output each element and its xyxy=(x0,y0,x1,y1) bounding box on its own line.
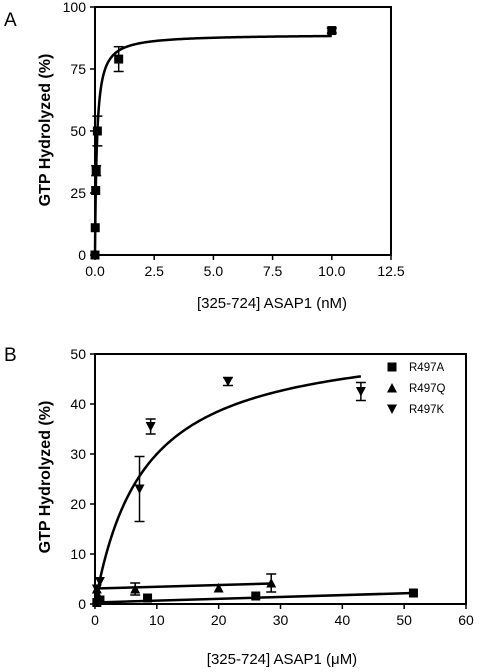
panel-b-x-axis-label: [325-724] ASAP1 (μM) xyxy=(207,651,357,668)
panel-b: B [325-724] ASAP1 (μM) GTP Hydrolyzed (%… xyxy=(4,345,474,668)
panel-a-series-point xyxy=(90,250,100,260)
panel-a-x-tick-label: 2.5 xyxy=(144,263,164,279)
panel-b-letter: B xyxy=(4,345,17,366)
panel-a-series-point xyxy=(91,186,101,196)
panel-b-legend-label-r497a: R497A xyxy=(409,362,444,374)
panel-a-y-tick-label: 50 xyxy=(70,123,86,139)
panel-b-x-tick-label: 30 xyxy=(273,612,289,628)
panel-b-x-tick-label: 50 xyxy=(396,612,412,628)
panel-a-series-point xyxy=(327,26,337,36)
panel-a-series-point xyxy=(90,223,100,233)
panel-b-r497a-point xyxy=(143,593,153,603)
panel-a-x-tick-label: 10.0 xyxy=(318,263,345,279)
panel-b-legend-marker-r497a xyxy=(387,362,397,372)
panel-b-x-tick-label: 60 xyxy=(458,612,474,628)
panel-a-series-point xyxy=(91,166,101,176)
panel-b-x-tick-label: 40 xyxy=(335,612,351,628)
panel-a-x-tick-label: 7.5 xyxy=(263,263,283,279)
panel-b-y-tick-label: 50 xyxy=(70,346,86,362)
panel-b-r497k-point xyxy=(134,484,145,494)
panel-a-series-point xyxy=(92,126,102,136)
panel-b-legend-label-r497q: R497Q xyxy=(409,383,445,395)
panel-b-y-tick-label: 20 xyxy=(70,496,86,512)
panel-b-r497q-point xyxy=(266,578,277,588)
panel-b-x-tick-label: 10 xyxy=(149,612,165,628)
panel-a-x-tick-label: 0.0 xyxy=(85,263,105,279)
panel-b-y-tick-label: 10 xyxy=(70,546,86,562)
panel-b-r497q-fit-curve xyxy=(94,582,272,590)
panel-a-y-tick-label: 100 xyxy=(63,0,87,15)
panel-b-r497q-point xyxy=(130,584,141,594)
panel-b-r497q-point xyxy=(213,583,224,593)
panel-a-x-tick-label: 5.0 xyxy=(204,263,224,279)
panel-b-legend-marker-r497k xyxy=(387,404,397,414)
panel-b-y-tick-label: 30 xyxy=(70,446,86,462)
panel-b-r497k-point xyxy=(222,377,233,387)
panel-b-legend-marker-r497q xyxy=(387,383,397,393)
panel-a-letter: A xyxy=(4,10,17,31)
panel-b-x-tick-label: 0 xyxy=(91,612,99,628)
panel-b-r497k-point xyxy=(145,422,156,432)
panel-b-r497a-point xyxy=(251,591,261,601)
panel-a-y-tick-label: 25 xyxy=(70,185,86,201)
panel-b-legend-label-r497k: R497K xyxy=(409,404,444,416)
panel-a-y-tick-label: 0 xyxy=(78,247,86,263)
panel-a-series-point xyxy=(114,54,124,64)
panel-a-x-axis-label: [325-724] ASAP1 (nM) xyxy=(197,295,347,312)
panel-a: A [325-724] ASAP1 (nM) GTP Hydrolyzed (%… xyxy=(4,0,405,312)
panel-b-r497a-point xyxy=(408,588,418,598)
panel-b-r497k-point xyxy=(91,584,102,594)
panel-b-r497k-point xyxy=(94,577,105,587)
panel-b-x-tick-label: 20 xyxy=(211,612,227,628)
panel-a-y-tick-label: 75 xyxy=(70,61,86,77)
panel-b-y-axis-label: GTP Hydrolyzed (%) xyxy=(37,401,54,554)
panel-a-series-fit-curve xyxy=(93,34,332,256)
panel-b-r497k-point xyxy=(355,387,366,397)
panel-a-y-axis-label: GTP Hydrolyzed (%) xyxy=(37,54,54,207)
panel-a-x-tick-label: 12.5 xyxy=(377,263,404,279)
panel-b-r497k-fit-curve xyxy=(93,375,362,605)
panel-b-y-tick-label: 40 xyxy=(70,396,86,412)
panel-b-y-tick-label: 0 xyxy=(78,596,86,612)
